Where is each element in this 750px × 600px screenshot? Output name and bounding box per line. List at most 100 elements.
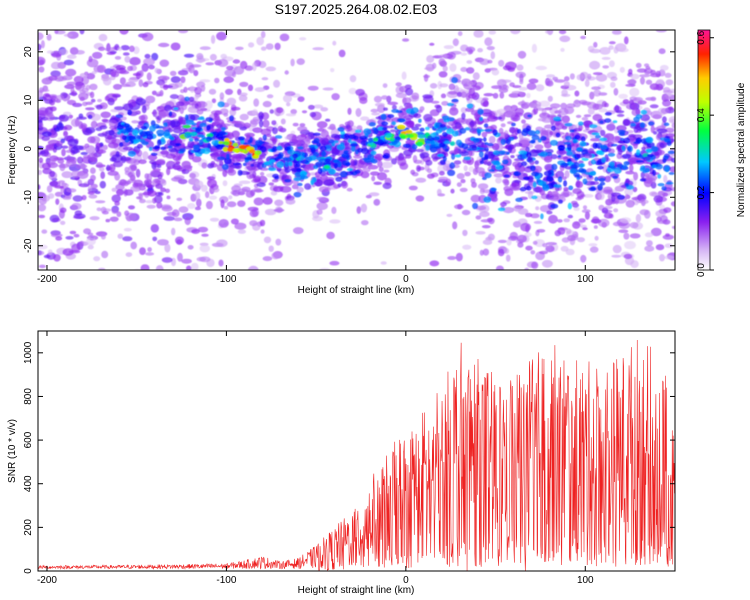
heatmap-cell [664, 72, 672, 78]
heatmap-cell [307, 85, 319, 91]
heatmap-cell [141, 32, 154, 42]
heatmap-cell [239, 92, 248, 97]
heatmap-cell [48, 75, 58, 81]
heatmap-cell [135, 168, 141, 178]
heatmap-cell [457, 31, 463, 37]
heatmap-cell [521, 129, 529, 137]
heatmap-cell [441, 101, 449, 106]
heatmap-cell [146, 134, 154, 140]
heatmap-cell [121, 135, 127, 141]
heatmap-cell [577, 237, 585, 243]
heatmap-cell [546, 210, 553, 215]
heatmap-cell [578, 167, 585, 173]
heatmap-cell [222, 141, 230, 146]
heatmap-cell [77, 156, 84, 164]
heatmap-cell [556, 149, 566, 156]
heatmap-cell [220, 53, 227, 60]
heatmap-cell [658, 48, 666, 55]
heatmap-cell [607, 152, 616, 157]
heatmap-cell [564, 106, 575, 115]
heatmap-cell [177, 70, 189, 76]
heatmap-cell [549, 196, 561, 202]
heatmap-cell [591, 86, 601, 90]
heatmap-cell [440, 93, 447, 99]
heatmap-cell [571, 200, 578, 205]
heatmap-cell [73, 233, 80, 238]
heatmap-cell [209, 53, 217, 61]
heatmap-cell [575, 181, 584, 189]
heatmap-cell [211, 98, 217, 104]
heatmap-cell [310, 146, 316, 154]
heatmap-cell [644, 232, 654, 238]
heatmap-cell [626, 146, 632, 151]
heatmap-cell [565, 248, 575, 256]
heatmap-cell [425, 159, 433, 166]
heatmap-cell [144, 53, 151, 59]
heatmap-cell [318, 186, 329, 193]
heatmap-cell [191, 155, 202, 163]
snr-y-tick-label: 200 [23, 519, 34, 536]
spectrogram-y-tick-label: -20 [23, 238, 34, 253]
heatmap-cell [98, 33, 108, 42]
heatmap-cell [629, 87, 640, 97]
heatmap-cell [97, 98, 102, 103]
heatmap-cell [226, 65, 234, 71]
heatmap-cell [611, 254, 622, 258]
heatmap-cell [193, 70, 199, 77]
heatmap-cell [87, 191, 95, 195]
heatmap-cell [143, 179, 152, 186]
heatmap-cell [231, 185, 242, 193]
heatmap-cell [427, 168, 432, 174]
heatmap-cell [55, 236, 63, 241]
heatmap-cell [93, 256, 101, 262]
heatmap-cell [415, 195, 425, 202]
heatmap-cell [481, 157, 486, 161]
heatmap-cell [605, 198, 613, 206]
heatmap-cell [557, 278, 562, 282]
heatmap-cell [353, 155, 363, 159]
heatmap-cell [257, 162, 264, 170]
heatmap-cell [182, 213, 194, 221]
heatmap-cell [613, 88, 619, 96]
heatmap-cell [641, 146, 646, 151]
heatmap-cell [45, 144, 53, 151]
spectrogram-x-axis-title: Height of straight line (km) [298, 285, 415, 296]
heatmap-cell [129, 57, 141, 66]
heatmap-cell [443, 45, 454, 50]
heatmap-cell [200, 148, 206, 154]
heatmap-cell [38, 250, 45, 256]
heatmap-cell [242, 149, 249, 154]
heatmap-cell [46, 185, 53, 193]
heatmap-cell [555, 132, 561, 138]
heatmap-cell [215, 133, 224, 140]
heatmap-cell [592, 72, 603, 76]
heatmap-cell [598, 177, 606, 182]
heatmap-cell [244, 156, 253, 161]
heatmap-cell [553, 116, 562, 122]
heatmap-cell [177, 156, 182, 160]
heatmap-cell [242, 162, 247, 167]
heatmap-cell [293, 177, 302, 182]
heatmap-cell [521, 161, 528, 167]
heatmap-cell [109, 216, 119, 222]
heatmap-cell [531, 43, 538, 53]
heatmap-cell [527, 175, 534, 183]
heatmap-cell [531, 171, 539, 177]
heatmap-cell [170, 76, 181, 84]
heatmap-cell [196, 53, 204, 60]
heatmap-cell [194, 138, 200, 142]
heatmap-cell [509, 231, 518, 240]
heatmap-cell [543, 155, 553, 163]
heatmap-cell [249, 118, 261, 125]
heatmap-cell [348, 87, 357, 95]
heatmap-cell [272, 186, 284, 193]
heatmap-cell [237, 136, 246, 141]
heatmap-cell [551, 163, 558, 171]
heatmap-cell [167, 166, 172, 170]
heatmap-cell [547, 95, 553, 102]
heatmap-cell [68, 114, 74, 119]
heatmap-cell [529, 160, 535, 166]
heatmap-cell [331, 93, 340, 101]
heatmap-cell [323, 165, 330, 170]
heatmap-cell [618, 47, 629, 53]
